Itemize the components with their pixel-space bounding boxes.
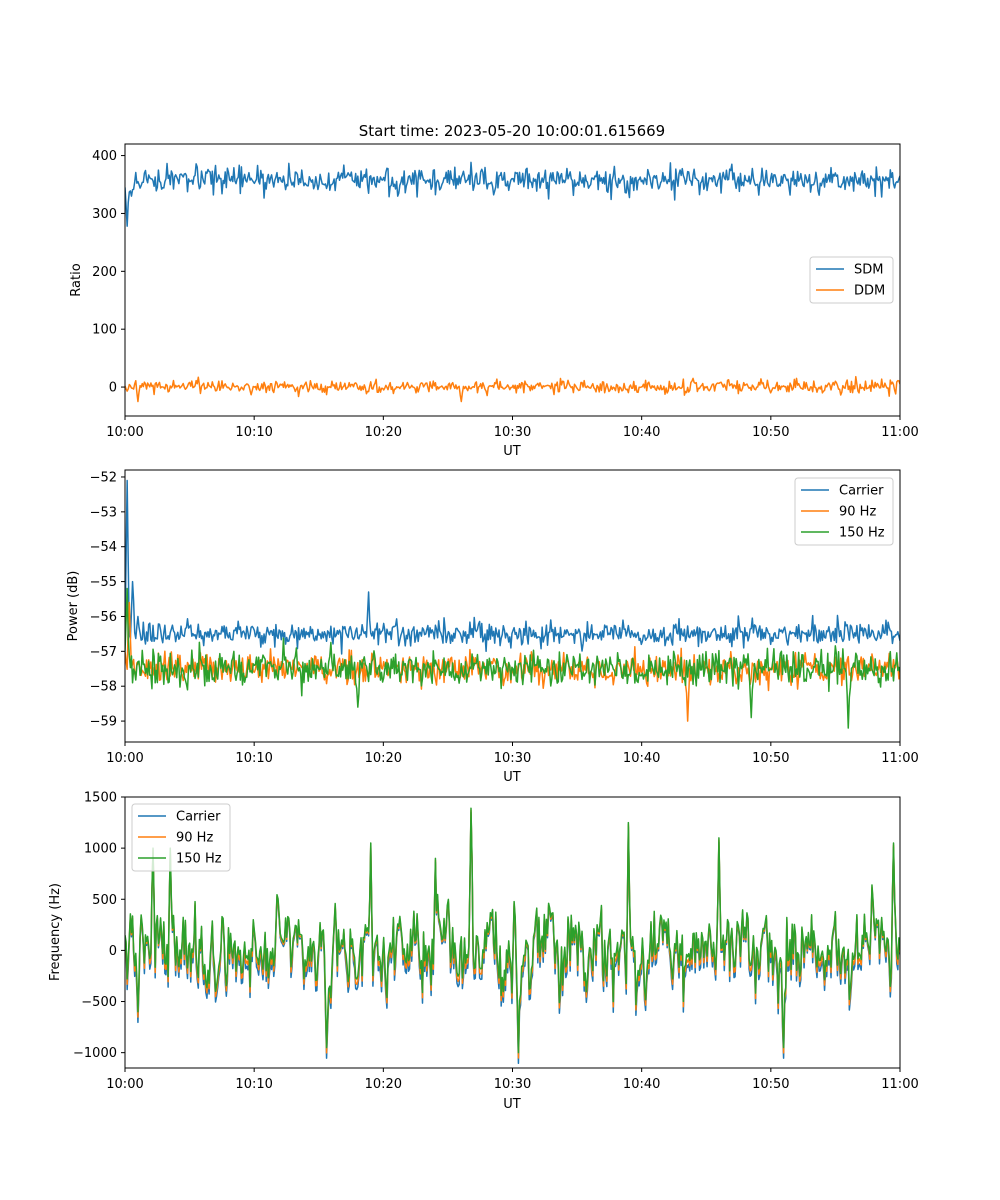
- power-x-tick-label: 10:20: [365, 751, 402, 766]
- power-legend-label-carrier: Carrier: [839, 484, 884, 499]
- power-series-carrier-line: [125, 479, 900, 655]
- frequency-legend-label-150-hz: 150 Hz: [176, 852, 222, 867]
- frequency-x-tick-label: 11:00: [881, 1077, 918, 1092]
- ratio-legend-label-ddm: DDM: [854, 284, 885, 299]
- frequency-x-tick-label: 10:50: [752, 1077, 789, 1092]
- power-y-tick-label: −59: [90, 715, 117, 730]
- power-y-tick-label: −54: [90, 540, 117, 555]
- ratio-x-tick-label: 10:00: [106, 425, 143, 440]
- frequency-legend-label-90-hz: 90 Hz: [176, 831, 213, 846]
- power-y-tick-label: −56: [90, 610, 117, 625]
- power-x-tick-label: 10:30: [494, 751, 531, 766]
- power-x-tick-label: 10:10: [235, 751, 272, 766]
- ratio-series-lines: [125, 161, 900, 403]
- ratio-x-tick-label: 11:00: [881, 425, 918, 440]
- power-x-ticks: 10:00 10:10 10:20 10:30 10:40 10:50 11:00: [106, 742, 919, 766]
- ratio-x-label: UT: [503, 444, 521, 459]
- ratio-y-ticks: 0 100 200 300 400: [92, 149, 125, 396]
- ratio-y-tick-label: 0: [109, 381, 117, 396]
- frequency-y-tick-label: 1000: [84, 842, 117, 857]
- ratio-x-tick-label: 10:50: [752, 425, 789, 440]
- power-y-tick-label: −52: [90, 470, 117, 485]
- ratio-legend-label-sdm: SDM: [854, 263, 883, 278]
- frequency-panel: 10:00 10:10 10:20 10:30 10:40 10:50 11:00 −100…: [48, 791, 919, 1113]
- power-x-tick-label: 10:00: [106, 751, 143, 766]
- frequency-y-tick-label: 0: [109, 944, 117, 959]
- ratio-series-sdm-line: [125, 161, 900, 227]
- frequency-series-150-hz-line: [125, 807, 900, 1054]
- power-y-tick-label: −57: [90, 645, 117, 660]
- power-x-tick-label: 10:40: [623, 751, 660, 766]
- ratio-y-tick-label: 300: [92, 207, 117, 222]
- power-y-tick-label: −58: [90, 680, 117, 695]
- ratio-legend: SDM DDM: [809, 256, 894, 304]
- ratio-series-ddm-line: [125, 375, 900, 403]
- power-axes-frame: [124, 469, 901, 743]
- power-y-tick-label: −55: [90, 575, 117, 590]
- frequency-y-tick-label: −1000: [73, 1046, 117, 1061]
- power-x-label: UT: [503, 770, 521, 785]
- ratio-y-tick-label: 100: [92, 323, 117, 338]
- ratio-x-ticks: 10:00 10:10 10:20 10:30 10:40 10:50 11:00: [106, 416, 919, 440]
- ratio-y-tick-label: 200: [92, 265, 117, 280]
- power-legend: Carrier 90 Hz 150 Hz: [794, 477, 894, 546]
- power-panel: 10:00 10:10 10:20 10:30 10:40 10:50 11:00 −52−…: [66, 469, 919, 785]
- frequency-series-lines: [125, 807, 900, 1065]
- power-series-lines: [125, 479, 900, 729]
- frequency-y-tick-label: 500: [92, 893, 117, 908]
- power-x-tick-label: 11:00: [881, 751, 918, 766]
- ratio-x-tick-label: 10:30: [494, 425, 531, 440]
- ratio-x-tick-label: 10:10: [235, 425, 272, 440]
- frequency-x-ticks: 10:00 10:10 10:20 10:30 10:40 10:50 11:00: [106, 1068, 919, 1092]
- power-legend-label-90-hz: 90 Hz: [839, 505, 876, 520]
- frequency-x-tick-label: 10:30: [494, 1077, 531, 1092]
- frequency-legend-label-carrier: Carrier: [176, 810, 221, 825]
- frequency-x-tick-label: 10:00: [106, 1077, 143, 1092]
- frequency-legend: Carrier 90 Hz 150 Hz: [131, 803, 231, 872]
- power-y-ticks: −52 −53 −54 −55 −56 −57 −58 −59: [90, 470, 125, 730]
- ratio-x-tick-label: 10:40: [623, 425, 660, 440]
- frequency-x-label: UT: [503, 1097, 521, 1112]
- power-legend-box: [794, 477, 894, 546]
- frequency-x-tick-label: 10:20: [365, 1077, 402, 1092]
- ratio-y-tick-label: 400: [92, 149, 117, 164]
- power-legend-label-150-hz: 150 Hz: [839, 526, 885, 541]
- frequency-y-label: Frequency (Hz): [48, 883, 63, 981]
- power-series-150-hz-line: [125, 587, 900, 729]
- ratio-y-label: Ratio: [69, 263, 84, 296]
- power-y-tick-label: −53: [90, 505, 117, 520]
- frequency-y-tick-label: 1500: [84, 791, 117, 806]
- frequency-y-ticks: −1000 −500 0 500 1000 1500: [73, 791, 125, 1061]
- power-y-label: Power (dB): [66, 571, 81, 642]
- ratio-x-tick-label: 10:20: [365, 425, 402, 440]
- frequency-x-tick-label: 10:10: [235, 1077, 272, 1092]
- figure-title: Start time: 2023-05-20 10:00:01.615669: [359, 122, 665, 140]
- ratio-panel: 10:00 10:10 10:20 10:30 10:40 10:50 11:00 0 100…: [69, 143, 919, 459]
- frequency-x-tick-label: 10:40: [623, 1077, 660, 1092]
- power-x-tick-label: 10:50: [752, 751, 789, 766]
- frequency-legend-box: [131, 803, 231, 872]
- frequency-y-tick-label: −500: [81, 995, 117, 1010]
